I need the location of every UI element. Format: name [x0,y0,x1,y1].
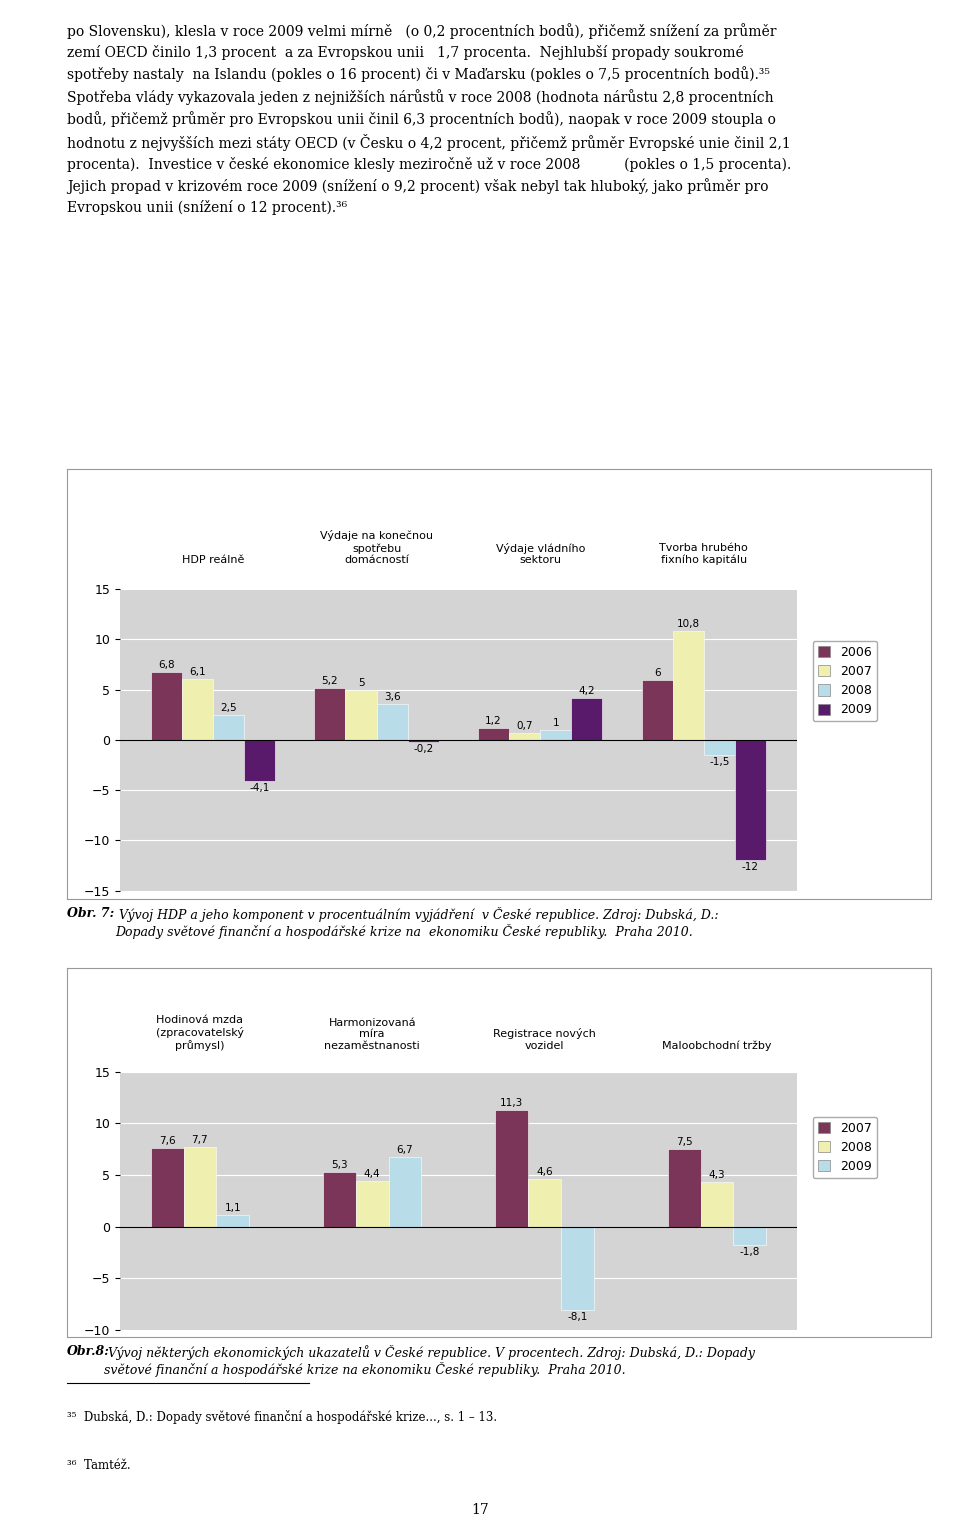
Text: HDP reálně: HDP reálně [181,555,244,566]
Text: 7,6: 7,6 [158,1136,176,1147]
Bar [216,1216,249,1227]
Text: 2,5: 2,5 [220,702,237,713]
Text: Hodinová mzda
(zpracovatelský
průmysl): Hodinová mzda (zpracovatelský průmysl) [156,1016,244,1051]
Bar [735,739,766,861]
Text: 17: 17 [471,1503,489,1517]
Text: 6,7: 6,7 [396,1145,414,1156]
Text: 5,3: 5,3 [331,1160,348,1170]
Bar [346,690,376,739]
Text: 4,4: 4,4 [364,1170,380,1179]
Bar [181,679,213,739]
Bar [540,730,571,739]
Bar [528,1179,561,1227]
Bar [314,687,346,739]
Text: -1,8: -1,8 [739,1247,760,1257]
Text: 11,3: 11,3 [500,1097,523,1108]
Text: Harmonizovaná
míra
nezaměstnanosti: Harmonizovaná míra nezaměstnanosti [324,1017,420,1051]
Text: 6,1: 6,1 [189,667,205,676]
Text: Vývoj HDP a jeho komponent v procentuálním vyjádření  v České republice. Zdroj: : Vývoj HDP a jeho komponent v procentuáln… [115,907,718,939]
Legend: 2007, 2008, 2009: 2007, 2008, 2009 [813,1116,877,1177]
Bar [478,729,509,739]
Bar [151,1148,183,1227]
Text: -4,1: -4,1 [250,782,270,793]
Text: 4,3: 4,3 [708,1170,725,1180]
Text: 4,2: 4,2 [579,686,595,696]
Text: 1: 1 [552,718,559,729]
Text: Vývoj některých ekonomických ukazatelů v České republice. V procentech. Zdroj: D: Vývoj některých ekonomických ukazatelů v… [105,1345,756,1377]
Legend: 2006, 2007, 2008, 2009: 2006, 2007, 2008, 2009 [813,641,877,721]
Bar [668,1150,701,1227]
Bar [356,1180,389,1227]
Bar [324,1171,356,1227]
Text: -8,1: -8,1 [567,1313,588,1322]
Bar [704,739,735,755]
Bar [571,698,603,739]
Text: 3,6: 3,6 [384,692,400,702]
Bar [408,739,439,742]
Text: 5: 5 [358,678,365,687]
Bar [701,1182,733,1227]
Bar [561,1227,593,1310]
Text: Výdaje na konečnou
spotřebu
domácností: Výdaje na konečnou spotřebu domácností [320,530,433,566]
Text: Tvorba hrubého
fixního kapitálu: Tvorba hrubého fixního kapitálu [660,543,748,566]
Bar [183,1147,216,1227]
Text: 4,6: 4,6 [537,1167,553,1177]
Bar [151,672,181,739]
Bar [673,632,704,739]
Text: 7,7: 7,7 [192,1134,208,1145]
Bar [389,1157,421,1227]
Text: -12: -12 [742,862,759,873]
Text: 6: 6 [654,667,660,678]
Text: ³⁵  Dubská, D.: Dopady světové finanční a hospodářské krize..., s. 1 – 13.: ³⁵ Dubská, D.: Dopady světové finanční a… [67,1411,497,1425]
Bar [495,1110,528,1227]
Bar [244,739,276,781]
Text: -1,5: -1,5 [709,758,730,767]
Text: 6,8: 6,8 [158,659,175,670]
Bar [376,704,408,739]
Text: 5,2: 5,2 [322,676,338,686]
Bar [641,679,673,739]
Text: 0,7: 0,7 [516,721,533,732]
Text: 10,8: 10,8 [677,619,700,630]
Bar [509,733,540,739]
Text: 1,1: 1,1 [225,1203,241,1213]
Text: 1,2: 1,2 [485,716,502,725]
Text: Výdaje vládního
sektoru: Výdaje vládního sektoru [495,543,585,566]
Text: Obr.8:: Obr.8: [67,1345,110,1357]
Text: 7,5: 7,5 [676,1137,692,1147]
Text: Registrace nových
vozidel: Registrace nových vozidel [493,1028,596,1051]
Text: po Slovensku), klesla v roce 2009 velmi mírně   (o 0,2 procentních bodů), přičem: po Slovensku), klesla v roce 2009 velmi … [67,23,791,215]
Text: ³⁶  Tamtéž.: ³⁶ Tamtéž. [67,1459,131,1471]
Text: Maloobchodní tržby: Maloobchodní tržby [662,1041,772,1051]
Bar [213,715,244,739]
Text: Obr. 7:: Obr. 7: [67,907,114,919]
Bar [733,1227,766,1245]
Text: -0,2: -0,2 [413,744,433,755]
